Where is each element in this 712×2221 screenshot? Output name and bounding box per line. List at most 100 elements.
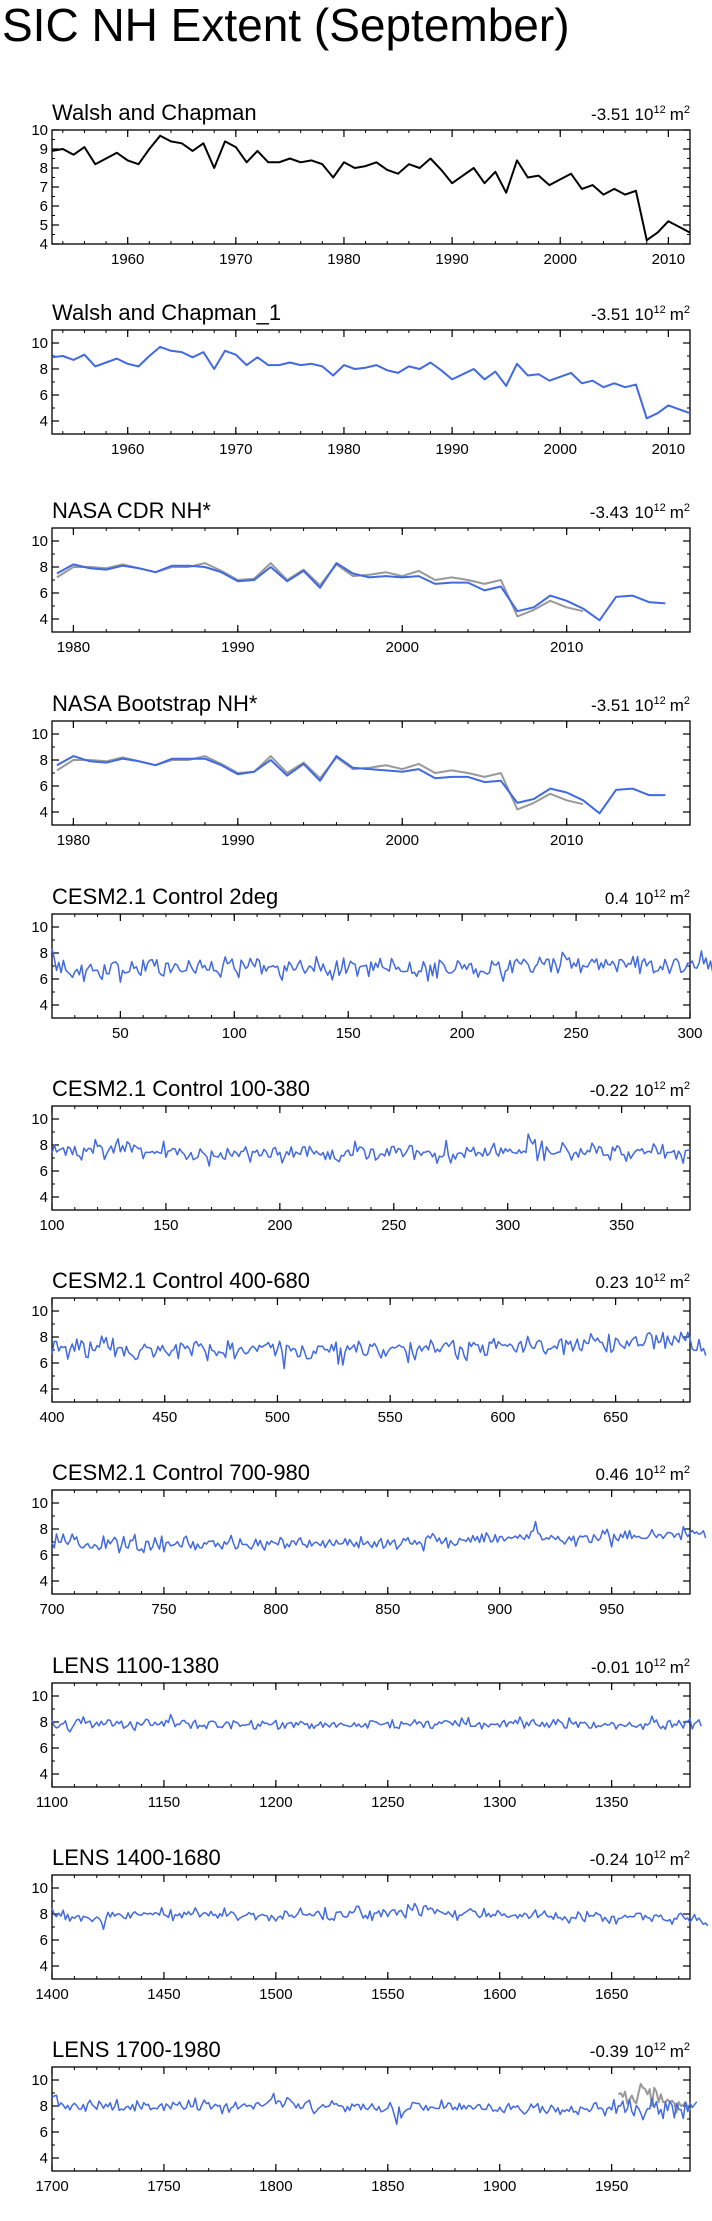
y-tick-label: 6: [40, 387, 48, 404]
y-tick-label: 6: [40, 1740, 48, 1757]
plot-frame: [51, 1297, 691, 1403]
y-tick-label: 4: [40, 1189, 48, 1206]
x-tick-label: 1300: [483, 1794, 516, 1811]
y-tick-label: 4: [40, 1766, 48, 1783]
trend-square: 2: [684, 695, 690, 707]
x-tick-label: 1980: [327, 251, 360, 268]
x-tick-label: 1980: [327, 441, 360, 458]
trend-value: -0.22: [590, 1081, 629, 1100]
panel-title: CESM2.1 Control 2deg: [52, 884, 278, 909]
trend-unit: 10: [635, 503, 654, 522]
series-line: [51, 134, 691, 242]
trend-exponent: 12: [653, 695, 665, 707]
trend-unit: 10: [635, 105, 654, 124]
trend-label: -0.39 1012 m2: [590, 2041, 690, 2061]
trend-value: -0.39: [590, 2042, 629, 2061]
x-tick-label: 1960: [111, 441, 144, 458]
reference-series-line: [617, 2082, 691, 2114]
x-tick-label: 1700: [35, 2178, 68, 2195]
y-tick-label: 4: [40, 997, 48, 1014]
y-tick-label: 4: [40, 1573, 48, 1590]
y-tick-label: 8: [40, 1137, 48, 1154]
x-tick-label: 2000: [386, 639, 419, 656]
x-tick-label: 150: [336, 1025, 361, 1042]
y-tick-label: 4: [40, 1958, 48, 1975]
plot-frame: [51, 2066, 691, 2172]
trend-value: 0.4: [605, 889, 629, 908]
plot-frame: [51, 1874, 691, 1980]
trend-value: -3.51: [591, 305, 629, 324]
x-tick-label: 1150: [148, 1794, 180, 1811]
panel-title: LENS 1400-1680: [52, 1845, 221, 1870]
x-tick-label: 1500: [259, 1986, 292, 2003]
x-tick-label: 850: [375, 1601, 400, 1618]
trend-exponent: 12: [653, 1080, 665, 1092]
x-tick-label: 2010: [550, 639, 583, 656]
trend-value: -0.24: [590, 1850, 629, 1869]
x-tick-label: 1200: [259, 1794, 292, 1811]
x-tick-label: 1600: [483, 1986, 516, 2003]
x-tick-label: 1980: [57, 639, 90, 656]
x-tick-label: 300: [495, 1217, 520, 1234]
y-tick-label: 6: [40, 198, 48, 215]
y-tick-label: 9: [40, 141, 48, 158]
y-tick-label: 8: [40, 1329, 48, 1346]
panel-title: NASA CDR NH*: [52, 498, 211, 523]
trend-value: 0.46: [595, 1465, 628, 1484]
x-tick-label: 2000: [544, 251, 577, 268]
trend-meter: m: [670, 503, 684, 522]
trend-unit: 10: [635, 2042, 654, 2061]
series-line: [51, 2092, 698, 2126]
x-tick-label: 1850: [371, 2178, 404, 2195]
y-tick-label: 6: [40, 585, 48, 602]
reference-series-line: [56, 755, 584, 811]
panel-title: CESM2.1 Control 100-380: [52, 1076, 310, 1101]
y-tick-label: 10: [31, 1688, 48, 1705]
y-tick-label: 10: [31, 726, 48, 743]
x-tick-label: 1980: [57, 832, 90, 849]
y-tick-label: 6: [40, 778, 48, 795]
x-tick-label: 1100: [36, 1794, 68, 1811]
trend-label: -0.22 1012 m2: [590, 1080, 690, 1100]
panel-7: CESM2.1 Control 400-680 0.23 1012 m24681040…: [31, 1268, 707, 1426]
x-tick-label: 950: [599, 1601, 624, 1618]
y-tick-label: 4: [40, 804, 48, 821]
y-tick-label: 6: [40, 1932, 48, 1949]
y-tick-label: 6: [40, 971, 48, 988]
trend-exponent: 12: [653, 502, 665, 514]
x-tick-label: 750: [151, 1601, 176, 1618]
x-tick-label: 1990: [435, 441, 468, 458]
x-tick-label: 900: [487, 1601, 512, 1618]
trend-label: -0.24 1012 m2: [590, 1849, 690, 1869]
x-tick-label: 700: [39, 1601, 64, 1618]
x-tick-label: 250: [564, 1025, 589, 1042]
trend-label: -3.51 1012 m2: [591, 695, 690, 715]
y-tick-label: 6: [40, 2124, 48, 2141]
x-tick-label: 1990: [435, 251, 468, 268]
x-tick-label: 1970: [219, 251, 252, 268]
trend-square: 2: [684, 304, 690, 316]
trend-square: 2: [684, 104, 690, 116]
y-tick-label: 10: [31, 122, 48, 139]
x-tick-label: 1900: [483, 2178, 516, 2195]
series-line: [51, 345, 691, 420]
x-tick-label: 2010: [652, 441, 685, 458]
x-tick-label: 550: [378, 1409, 403, 1426]
trend-label: 0.46 1012 m2: [595, 1464, 690, 1484]
panel-8: CESM2.1 Control 700-980 0.46 1012 m24681070…: [31, 1460, 707, 1618]
panel-title: LENS 1700-1980: [52, 2037, 221, 2062]
trend-exponent: 12: [653, 1464, 665, 1476]
trend-exponent: 12: [653, 888, 665, 900]
y-tick-label: 10: [31, 1111, 48, 1128]
trend-meter: m: [670, 2042, 684, 2061]
x-tick-label: 2010: [652, 251, 685, 268]
x-tick-label: 1990: [221, 832, 254, 849]
x-tick-label: 1750: [147, 2178, 180, 2195]
trend-unit: 10: [635, 1273, 654, 1292]
x-tick-label: 100: [222, 1025, 247, 1042]
trend-exponent: 12: [653, 1657, 665, 1669]
